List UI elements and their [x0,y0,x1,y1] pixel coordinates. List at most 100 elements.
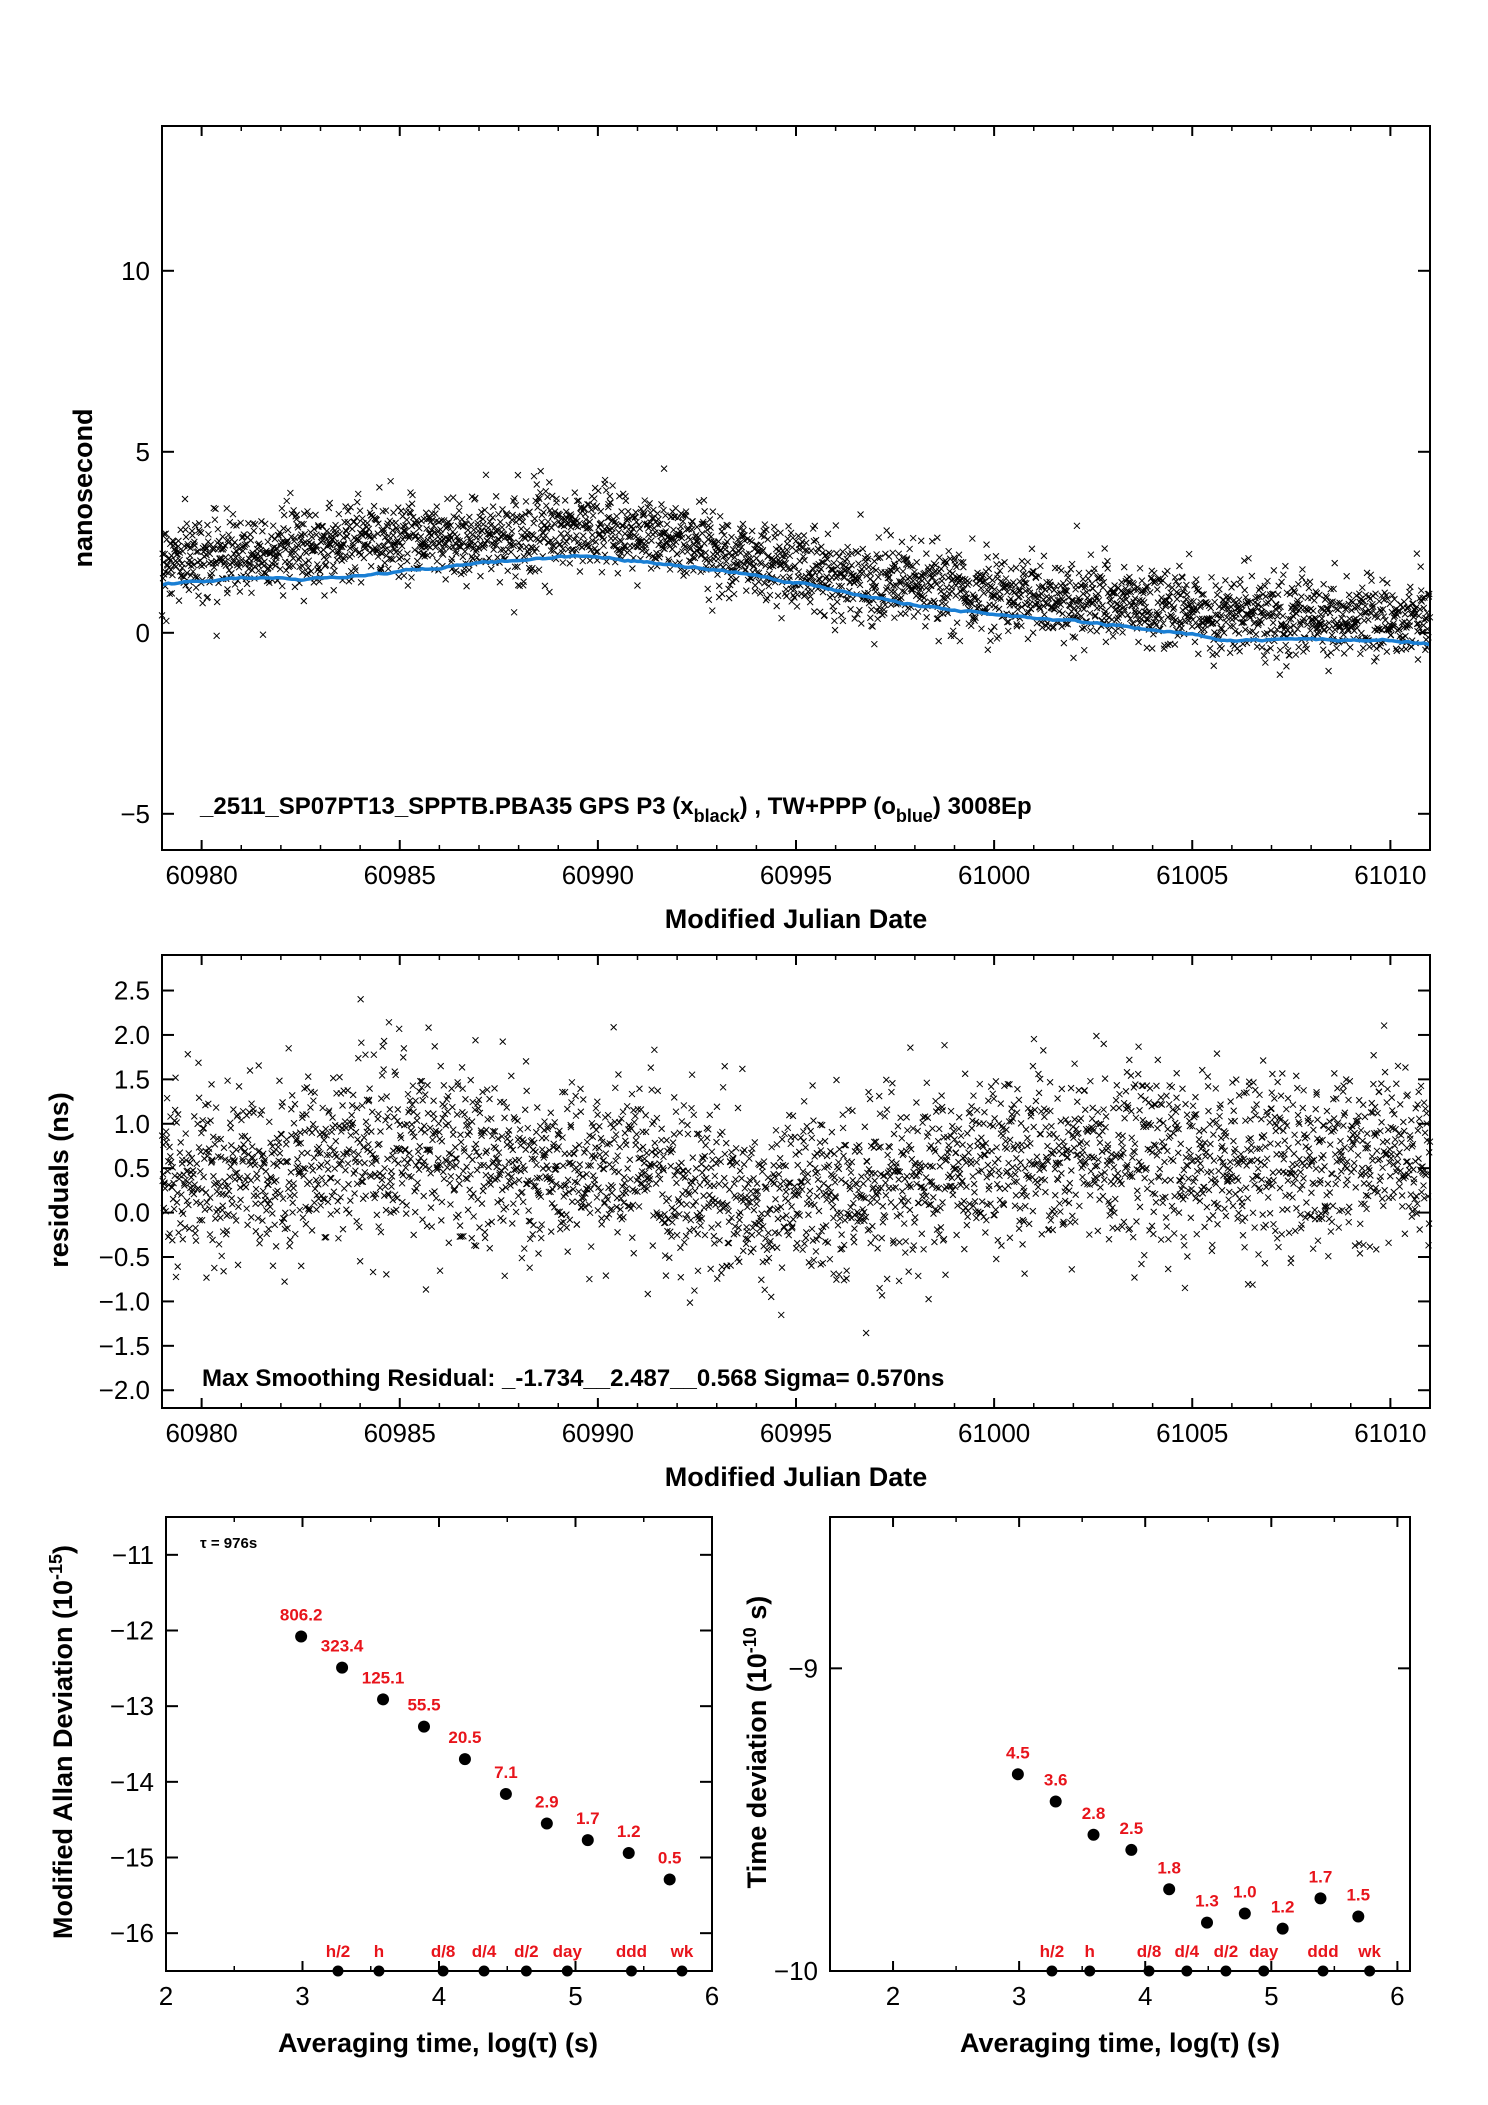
phase-point [985,565,993,573]
residual-point [172,1273,180,1281]
phase-point [389,531,397,539]
phase-point [264,538,272,546]
phase-point [353,514,361,522]
phase-point [233,522,240,529]
phase-point [330,586,338,594]
residual-point [196,1167,204,1175]
residual-point [224,1077,231,1085]
phase-point [889,549,897,557]
residual-point [813,1192,821,1200]
phase-point [367,562,375,570]
residual-point [755,1230,763,1237]
residual-point [244,1221,251,1229]
residual-point [203,1198,211,1206]
residual-point [500,1217,507,1224]
phase-point [382,507,390,514]
residual-point [370,1051,378,1059]
phase-point [459,553,467,561]
phase-point [163,536,171,543]
phase-point [1179,574,1186,581]
phase-point [452,567,460,574]
phase-point [415,524,423,532]
phase-point [538,518,546,526]
residual-point [216,1190,223,1198]
residual-point [467,1193,475,1201]
residual-point [806,1187,814,1195]
phase-point [1172,616,1180,624]
phase-point [197,529,205,537]
phase-point [923,613,931,621]
residual-point [774,1215,782,1223]
residual-point [533,1161,540,1169]
residual-point [195,1059,202,1067]
residual-point [627,1175,634,1183]
residual-point [205,1145,213,1152]
phase-point [181,495,189,503]
phase-point [742,587,750,594]
phase-point [720,531,728,539]
phase-point [423,525,430,533]
phase-point [380,529,387,537]
residual-point [333,1207,341,1215]
residuals-ytick-label: 2.5 [114,976,150,1006]
residual-point [361,1159,368,1167]
residual-point [596,1151,604,1159]
phase-point [1299,566,1306,573]
residual-point [648,1086,656,1094]
phase-point [183,569,191,577]
residual-point [426,1124,434,1132]
residual-point [745,1194,753,1201]
phase-point [839,617,847,625]
phase-point [503,512,511,520]
residual-point [770,1180,778,1188]
phase-point [496,578,504,586]
residual-point [679,1167,687,1174]
phase-point [618,508,625,515]
phase-point [438,517,446,524]
residual-point [407,1155,414,1163]
phase-point [1124,611,1132,619]
phase-point [1279,612,1287,620]
phase-point [895,550,903,558]
residual-point [265,1118,273,1126]
residual-point [688,1104,695,1112]
residual-point [377,1228,385,1236]
residual-point [470,1190,477,1197]
residual-point [624,1165,632,1172]
phase-point [219,533,226,541]
phase-point [259,631,267,639]
residual-point [357,995,364,1003]
residual-point [329,1114,336,1121]
phase-point [570,536,578,543]
residual-point [614,1152,622,1160]
residual-point [303,1111,310,1118]
phase-point [398,542,406,550]
phase-point [1074,604,1082,611]
residual-point [192,1237,200,1245]
phase-point [556,511,564,519]
phase-point [609,482,617,489]
residual-point [317,1201,325,1209]
residual-point [377,1095,385,1102]
phase-point [766,591,774,599]
phase-point [313,531,320,539]
phase-point [1319,646,1327,653]
phase-point [249,520,257,527]
residual-point [218,1252,226,1260]
residual-point [858,1173,865,1180]
phase-point [725,585,732,593]
residual-point [750,1206,758,1214]
phase-point [563,538,571,545]
phase-point [530,472,538,480]
phase-point [522,510,529,518]
phase-point [1328,631,1336,639]
residual-point [409,1082,417,1090]
phase-point [601,476,609,484]
residual-point [893,1160,900,1167]
residual-point [248,1100,255,1108]
phase-point [1276,671,1284,678]
phase-point [447,522,455,529]
phase-point [296,553,304,561]
residual-point [482,1149,490,1157]
phase-point [703,526,711,534]
